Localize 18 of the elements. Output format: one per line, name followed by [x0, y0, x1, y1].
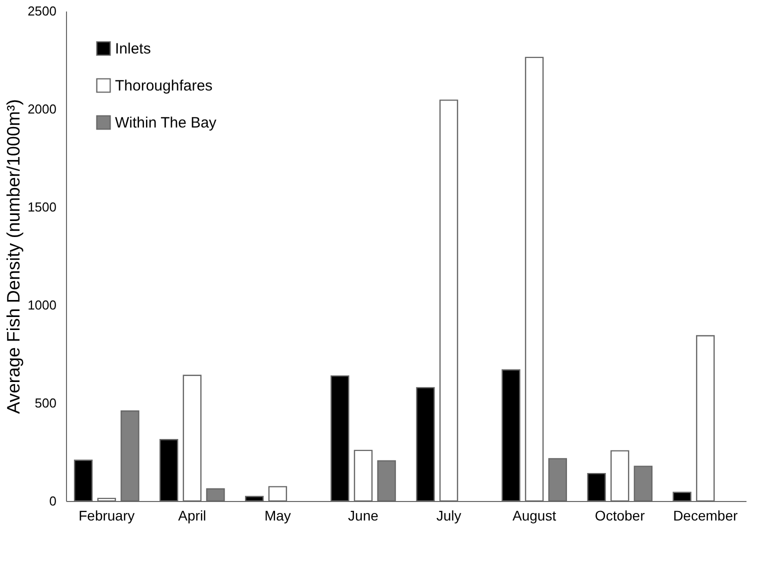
x-tick-label: August — [512, 508, 556, 524]
x-tick-label: May — [264, 508, 291, 524]
x-tick-label: July — [436, 508, 462, 524]
legend-label: Inlets — [115, 40, 151, 58]
x-tick-label: April — [178, 508, 206, 524]
y-tick-label: 1500 — [28, 200, 56, 214]
y-axis-title: Average Fish Density (number/1000m³) — [4, 99, 24, 414]
legend-label: Within The Bay — [115, 114, 217, 132]
y-tick-label: 0 — [49, 494, 56, 508]
y-tick-label: 1000 — [28, 298, 56, 312]
x-tick-label: October — [594, 508, 646, 524]
y-tick-label: 500 — [34, 396, 56, 410]
x-tick-label: June — [348, 508, 379, 524]
y-tick-label: 2500 — [28, 4, 56, 18]
y-tick-label: 2000 — [28, 102, 56, 116]
legend-label: Thoroughfares — [115, 78, 213, 94]
x-tick-label: February — [78, 508, 135, 524]
x-tick-label: December — [673, 508, 738, 524]
